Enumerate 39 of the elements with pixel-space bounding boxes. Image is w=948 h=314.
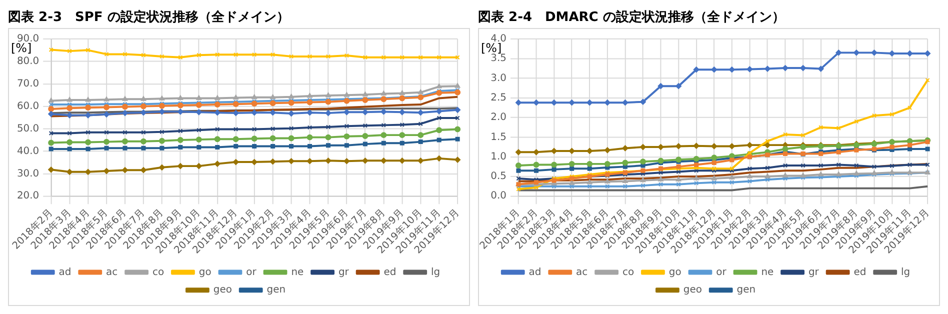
legend-label: ed bbox=[384, 266, 396, 278]
legend-label: gr bbox=[338, 266, 350, 278]
legend-label: gr bbox=[808, 266, 820, 278]
legend-label: co bbox=[152, 266, 164, 278]
y-tick-label: 1.0 bbox=[490, 151, 507, 162]
y-tick-label: 2.0 bbox=[490, 112, 507, 124]
chart-title: 図表 2-3 SPF の設定状況推移（全ドメイン） bbox=[8, 8, 290, 27]
y-tick-label: 70.0 bbox=[16, 78, 40, 90]
y-tick-label: 40.0 bbox=[16, 146, 40, 157]
legend-label: ac bbox=[576, 266, 588, 278]
y-tick-label: 20.0 bbox=[16, 190, 40, 202]
legend-label: ad bbox=[58, 266, 72, 278]
legend-label: geo bbox=[683, 284, 702, 296]
legend-label: or bbox=[716, 266, 728, 278]
legend-label: ne bbox=[761, 266, 774, 278]
legend-label: lg bbox=[431, 266, 440, 278]
legend-label: co bbox=[622, 266, 634, 278]
legend-label: lg bbox=[901, 266, 910, 278]
legend-label: ad bbox=[528, 266, 542, 278]
y-tick-label: 80.0 bbox=[16, 56, 40, 67]
y-tick-label: 30.0 bbox=[16, 168, 40, 180]
legend-label: geo bbox=[213, 284, 232, 296]
y-tick-label: 0.5 bbox=[490, 171, 507, 182]
y-tick-label: 3.0 bbox=[490, 72, 507, 84]
y-tick-label: 50.0 bbox=[16, 123, 40, 134]
y-tick-label: 60.0 bbox=[16, 100, 40, 112]
legend-label: go bbox=[198, 266, 212, 278]
legend-label: ed bbox=[854, 266, 866, 278]
y-tick-label: 3.5 bbox=[490, 53, 507, 64]
legend-label: gen bbox=[736, 284, 756, 296]
legend-label: ac bbox=[106, 266, 118, 278]
legend-label: go bbox=[668, 266, 682, 278]
chart-title: 図表 2-4 DMARC の設定状況推移（全ドメイン） bbox=[478, 8, 786, 27]
y-tick-label: 0.0 bbox=[490, 190, 507, 202]
y-tick-label: 2.5 bbox=[490, 92, 507, 104]
legend-label: ne bbox=[291, 266, 304, 278]
y-tick-label: 1.5 bbox=[490, 132, 507, 143]
legend-label: gen bbox=[266, 284, 286, 296]
legend-label: or bbox=[246, 266, 258, 278]
